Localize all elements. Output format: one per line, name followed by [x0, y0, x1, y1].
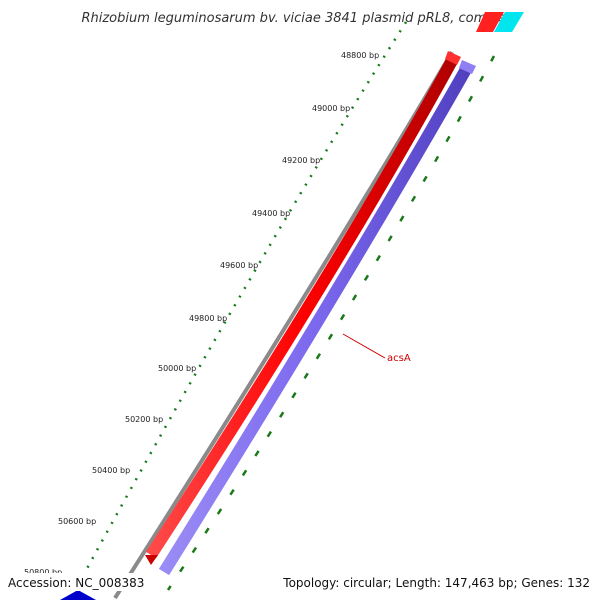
- tick-label: 49800 bp: [189, 314, 227, 323]
- gene-label-leader: [342, 333, 386, 359]
- map-title: Rhizobium leguminosarum bv. viciae 3841 …: [81, 11, 518, 26]
- tick-label: 49600 bp: [220, 261, 258, 270]
- reverse-gene-arc: [158, 61, 475, 576]
- forward-gene-cap: [445, 51, 461, 65]
- forward-gene-arc: [145, 54, 460, 559]
- tick-label: 48800 bp: [341, 51, 379, 60]
- tick-label: 50000 bp: [158, 364, 196, 373]
- tick-label: 49000 bp: [312, 104, 350, 113]
- tick-label: 50400 bp: [92, 466, 130, 475]
- footer-backdrop-right: [282, 573, 596, 591]
- corner-feature-blue: [60, 590, 96, 600]
- tick-label: 49400 bp: [252, 209, 290, 218]
- inner-tick-ring: [166, 55, 496, 591]
- backbone-circle: [113, 50, 454, 600]
- tick-label: 49200 bp: [282, 156, 320, 165]
- tick-label: 50600 bp: [58, 517, 96, 526]
- tick-label: 50200 bp: [125, 415, 163, 424]
- reverse-gene-cap: [459, 60, 476, 74]
- accession-label: Accession: NC_008383: [8, 576, 144, 590]
- gene-label-acsA: acsA: [387, 353, 411, 364]
- tick-label: 50800 bp: [24, 568, 62, 577]
- corner-feature-red: [476, 12, 504, 32]
- forward-gene-arrowhead: [145, 555, 158, 565]
- corner-feature-cyan: [494, 12, 524, 32]
- footer-backdrop-left: [4, 573, 146, 591]
- map-summary: Topology: circular; Length: 147,463 bp; …: [282, 576, 590, 590]
- outer-tick-ring: [76, 21, 408, 586]
